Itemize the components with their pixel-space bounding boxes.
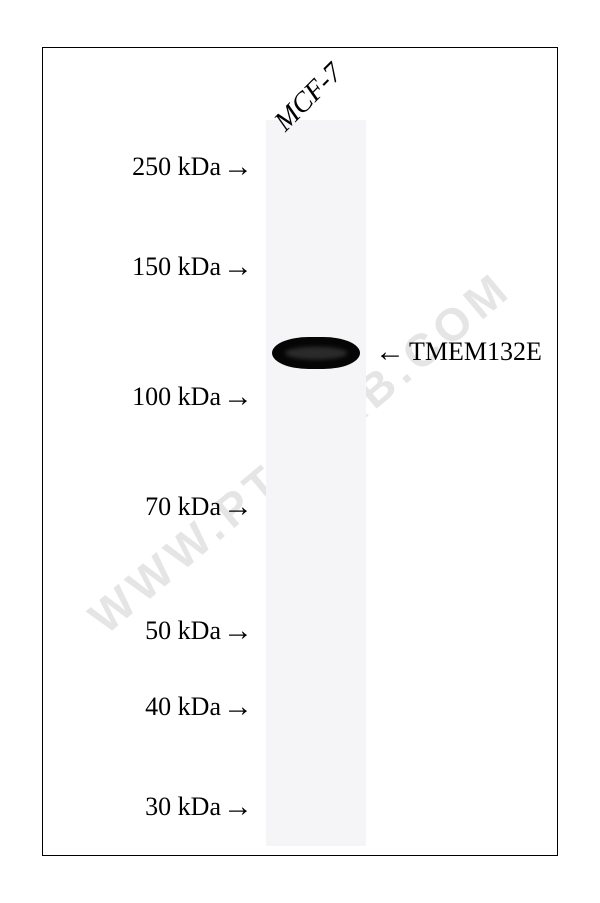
blot-lane [266, 120, 366, 846]
arrow-left-icon: ← [375, 337, 405, 367]
mw-marker-row: 40 kDa→ [43, 692, 253, 722]
mw-marker-row: 150 kDa→ [43, 252, 253, 282]
mw-marker-row: 70 kDa→ [43, 492, 253, 522]
mw-marker-label: 40 kDa [145, 692, 221, 722]
western-blot-figure: WWW.PTGLAB.COM MCF-7 250 kDa→150 kDa→100… [42, 47, 558, 856]
arrow-right-icon: → [223, 792, 253, 822]
mw-marker-row: 100 kDa→ [43, 382, 253, 412]
mw-marker-row: 30 kDa→ [43, 792, 253, 822]
protein-band [272, 337, 360, 369]
band-label-text: TMEM132E [409, 337, 542, 367]
arrow-right-icon: → [223, 492, 253, 522]
mw-marker-label: 250 kDa [132, 152, 221, 182]
mw-marker-label: 30 kDa [145, 792, 221, 822]
arrow-right-icon: → [223, 152, 253, 182]
arrow-right-icon: → [223, 252, 253, 282]
mw-marker-label: 150 kDa [132, 252, 221, 282]
mw-marker-label: 50 kDa [145, 616, 221, 646]
arrow-right-icon: → [223, 616, 253, 646]
mw-marker-label: 100 kDa [132, 382, 221, 412]
band-label-row: ← TMEM132E [375, 337, 542, 367]
arrow-right-icon: → [223, 692, 253, 722]
arrow-right-icon: → [223, 382, 253, 412]
mw-marker-row: 50 kDa→ [43, 616, 253, 646]
mw-marker-row: 250 kDa→ [43, 152, 253, 182]
mw-marker-label: 70 kDa [145, 492, 221, 522]
